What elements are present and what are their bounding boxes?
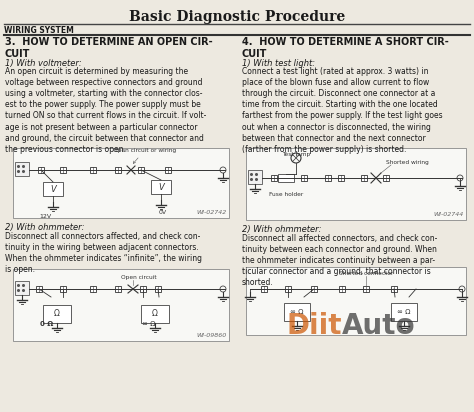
Bar — [165, 167, 171, 173]
Text: Basic Diagnostic Procedure: Basic Diagnostic Procedure — [129, 10, 345, 24]
Bar — [246, 148, 466, 220]
Bar — [90, 167, 96, 173]
Bar — [285, 286, 291, 292]
Bar — [155, 286, 161, 292]
Bar — [248, 170, 262, 184]
Bar — [13, 148, 229, 218]
Bar — [383, 175, 389, 181]
Text: V: V — [158, 183, 164, 192]
Text: WI-02742: WI-02742 — [197, 210, 227, 215]
Bar — [13, 269, 229, 341]
Bar — [38, 167, 44, 173]
Text: WI-02744: WI-02744 — [434, 212, 464, 217]
Text: 12V: 12V — [39, 214, 51, 219]
Bar — [115, 167, 121, 173]
Text: Open circuit or wiring: Open circuit or wiring — [113, 148, 176, 164]
Text: 0V: 0V — [159, 210, 167, 215]
Text: ∞ Ω: ∞ Ω — [142, 321, 156, 327]
Text: Disconnect all affected connectors, and check con-
tinuity between each connecto: Disconnect all affected connectors, and … — [242, 234, 438, 288]
Text: ∞ Ω: ∞ Ω — [290, 309, 304, 315]
Text: Ω: Ω — [152, 309, 158, 318]
Bar — [391, 286, 397, 292]
Bar — [271, 175, 277, 181]
Bar — [301, 175, 307, 181]
Bar — [15, 162, 29, 176]
Text: 1) With voltmeter:: 1) With voltmeter: — [5, 59, 82, 68]
Bar — [278, 174, 294, 182]
Text: Open circuit: Open circuit — [121, 275, 156, 280]
Text: V: V — [50, 185, 56, 194]
Bar — [60, 286, 66, 292]
Text: Ω: Ω — [54, 309, 60, 318]
Text: Connect a test light (rated at approx. 3 watts) in
place of the blown fuse and a: Connect a test light (rated at approx. 3… — [242, 67, 443, 154]
Bar — [363, 286, 369, 292]
Bar — [284, 303, 310, 321]
Text: WI-09860: WI-09860 — [197, 333, 227, 338]
Bar — [151, 180, 171, 194]
Text: Diit: Diit — [287, 312, 342, 340]
Text: WIRING SYSTEM: WIRING SYSTEM — [4, 26, 74, 35]
Bar — [115, 286, 121, 292]
Text: 2) With ohmmeter:: 2) With ohmmeter: — [5, 223, 84, 232]
Bar — [43, 305, 71, 323]
Bar — [338, 175, 344, 181]
Text: 1) With test light:: 1) With test light: — [242, 59, 315, 68]
Bar — [15, 281, 29, 295]
Text: Disconnect all connectors affected, and check con-
tinuity in the wiring between: Disconnect all connectors affected, and … — [5, 232, 202, 274]
Text: 4.  HOW TO DETERMINE A SHORT CIR-
CUIT: 4. HOW TO DETERMINE A SHORT CIR- CUIT — [242, 37, 449, 59]
Bar — [261, 286, 267, 292]
Bar — [138, 167, 144, 173]
Bar — [90, 286, 96, 292]
Text: An open circuit is determined by measuring the
voltage between respective connec: An open circuit is determined by measuri… — [5, 67, 206, 154]
Text: 0 Ω: 0 Ω — [40, 321, 54, 327]
Bar — [361, 175, 367, 181]
Text: Auto: Auto — [342, 312, 416, 340]
Bar — [391, 303, 417, 321]
Bar — [325, 175, 331, 181]
Text: ∞ Ω: ∞ Ω — [397, 309, 411, 315]
Bar — [140, 286, 146, 292]
Text: Shorted wiring: Shorted wiring — [386, 160, 429, 165]
Text: Shorted connector: Shorted connector — [339, 271, 393, 276]
Text: 3.  HOW TO DETERMINE AN OPEN CIR-
CUIT: 3. HOW TO DETERMINE AN OPEN CIR- CUIT — [5, 37, 213, 59]
Bar — [60, 167, 66, 173]
Bar — [311, 286, 317, 292]
Bar — [141, 305, 169, 323]
Bar — [339, 286, 345, 292]
Text: 2) With ohmmeter:: 2) With ohmmeter: — [242, 225, 321, 234]
Text: Fuse holder: Fuse holder — [269, 192, 303, 197]
Text: Test lamp: Test lamp — [282, 152, 310, 157]
Bar — [36, 286, 42, 292]
Bar — [246, 267, 466, 335]
Bar — [43, 182, 63, 196]
